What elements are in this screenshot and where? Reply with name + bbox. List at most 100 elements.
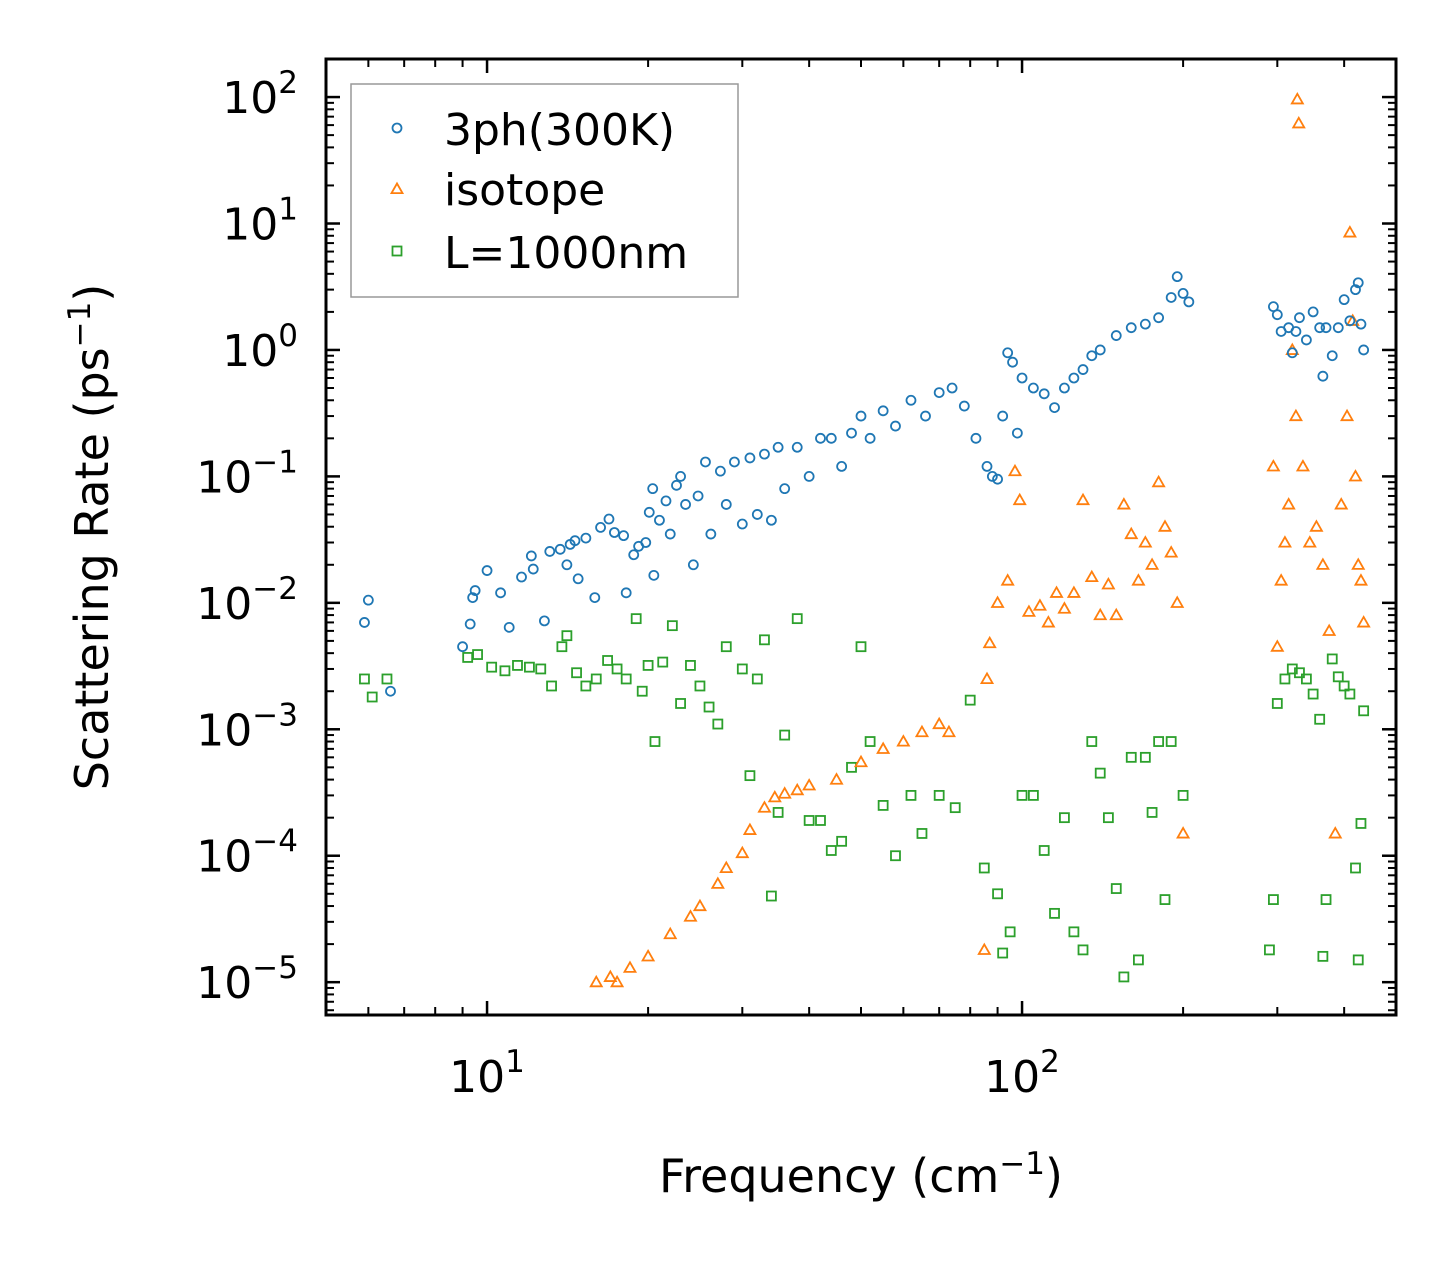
- data-point: [932, 716, 947, 730]
- data-point: [1068, 372, 1080, 384]
- data-point: [664, 528, 676, 540]
- data-point: [1295, 459, 1311, 472]
- data-point: [877, 405, 889, 417]
- x-axis-label-main: Frequency (cm: [659, 1149, 999, 1203]
- data-point: [978, 862, 990, 874]
- data-point: [1350, 862, 1361, 874]
- data-point: [970, 432, 982, 444]
- data-point: [590, 673, 602, 685]
- data-point: [990, 595, 1005, 608]
- data-point: [1271, 698, 1283, 709]
- data-point: [853, 754, 869, 768]
- data-point: [1344, 315, 1356, 327]
- data-point: [992, 888, 1003, 900]
- data-point: [620, 587, 632, 599]
- data-series: [359, 91, 1371, 988]
- data-point: [772, 807, 784, 818]
- data-point: [1125, 751, 1137, 763]
- data-point: [539, 615, 550, 627]
- legend-box: [350, 83, 739, 298]
- data-point: [457, 641, 468, 653]
- data-point: [1068, 926, 1080, 938]
- data-point: [1281, 497, 1296, 510]
- series-square: [359, 613, 1370, 983]
- data-point: [815, 815, 826, 826]
- data-point: [503, 621, 515, 633]
- data-point: [595, 522, 606, 533]
- data-point: [657, 656, 669, 668]
- data-point: [779, 729, 791, 741]
- y-axis-label: Scattering Rate (ps−1): [62, 284, 119, 791]
- data-point: [705, 528, 717, 540]
- data-point: [751, 509, 763, 520]
- data-point: [1183, 296, 1195, 308]
- x-tick-label: 102: [984, 1044, 1060, 1103]
- data-point: [729, 456, 740, 468]
- data-point: [648, 569, 660, 581]
- data-point: [1171, 271, 1183, 283]
- data-point: [864, 432, 876, 444]
- data-point: [1086, 350, 1098, 362]
- data-point: [647, 483, 659, 495]
- data-point: [660, 495, 672, 507]
- data-point: [1338, 294, 1350, 306]
- y-tick-labels: 102 101 100 10−1 10−2 10−3 10−4 10−5: [196, 65, 298, 1009]
- data-point: [1066, 585, 1081, 598]
- data-point: [628, 549, 640, 561]
- data-point: [1159, 894, 1171, 905]
- data-point: [720, 641, 732, 653]
- data-point: [1328, 826, 1343, 839]
- data-point: [554, 543, 566, 555]
- data-point: [469, 585, 481, 596]
- data-point: [933, 387, 945, 398]
- data-point: [1011, 427, 1023, 439]
- data-point: [855, 410, 867, 422]
- data-point: [1138, 535, 1153, 548]
- data-point: [1016, 789, 1028, 801]
- data-point: [1288, 408, 1303, 422]
- data-point: [920, 410, 931, 422]
- data-point: [829, 772, 844, 785]
- data-point: [636, 685, 648, 697]
- y-tick-label: 10−3: [196, 697, 298, 756]
- data-point: [610, 974, 625, 988]
- data-point: [1021, 604, 1036, 617]
- data-point: [803, 815, 815, 826]
- data-point: [1165, 736, 1177, 747]
- data-point: [1102, 812, 1114, 824]
- data-point: [481, 565, 493, 576]
- data-point: [618, 530, 630, 542]
- data-point: [649, 736, 661, 747]
- data-point: [1093, 607, 1108, 621]
- data-point: [359, 617, 370, 628]
- data-point: [736, 518, 748, 530]
- data-point: [982, 635, 997, 649]
- data-point: [1041, 615, 1056, 628]
- y-tick-label: 100: [222, 318, 298, 377]
- data-point: [1339, 408, 1355, 422]
- data-point: [580, 532, 592, 544]
- data-point: [1320, 322, 1332, 334]
- data-point: [1353, 573, 1369, 586]
- data-point: [1317, 370, 1329, 382]
- data-point: [1133, 954, 1144, 966]
- data-point: [611, 663, 623, 675]
- data-point: [1002, 347, 1014, 359]
- data-point: [546, 680, 557, 692]
- data-point: [977, 942, 992, 955]
- data-point: [916, 828, 928, 839]
- data-point: [1084, 569, 1099, 583]
- data-point: [1326, 350, 1338, 362]
- series-triangle: [589, 91, 1371, 988]
- data-point: [855, 641, 867, 653]
- data-point: [472, 649, 483, 660]
- data-point: [1348, 469, 1363, 482]
- data-point: [905, 789, 917, 801]
- data-point: [1286, 347, 1298, 359]
- data-point: [1007, 463, 1023, 477]
- data-point: [1177, 288, 1189, 299]
- data-point: [687, 559, 699, 571]
- data-point: [1000, 573, 1015, 586]
- plot-frame: [324, 57, 1398, 1017]
- data-point: [791, 613, 803, 625]
